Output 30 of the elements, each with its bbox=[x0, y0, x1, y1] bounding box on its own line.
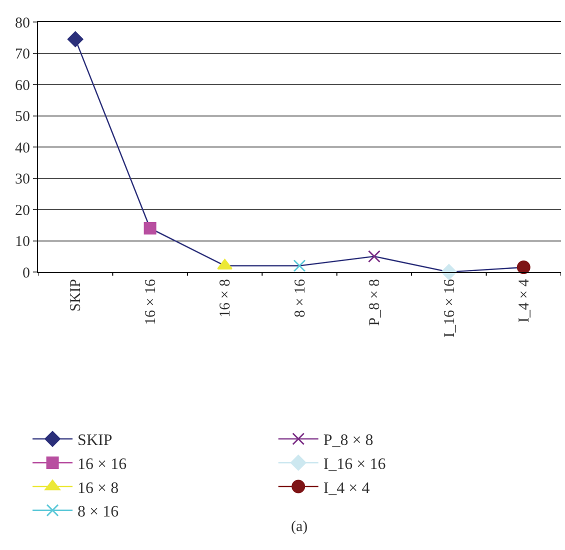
legend-label: 16 × 8 bbox=[78, 480, 119, 497]
legend-label: I_4 × 4 bbox=[323, 480, 370, 497]
legend-label: I_16 × 16 bbox=[323, 456, 386, 473]
y-tick-label: 50 bbox=[15, 109, 30, 125]
x-tick-label: I_16 × 16 bbox=[442, 278, 458, 338]
x-tick-label: SKIP bbox=[68, 279, 84, 312]
y-tick-label: 20 bbox=[15, 202, 30, 219]
y-tick-label: 60 bbox=[15, 78, 30, 94]
y-tick-label: 70 bbox=[15, 46, 30, 62]
y-tick-label: 30 bbox=[15, 172, 30, 188]
legend-label: 16 × 16 bbox=[78, 456, 127, 473]
point bbox=[67, 31, 84, 48]
point bbox=[144, 222, 156, 234]
x-tick-label: 16 × 16 bbox=[142, 278, 159, 325]
text: (a) bbox=[291, 519, 308, 535]
legend-label: 8 × 16 bbox=[78, 504, 119, 521]
legend-label: SKIP bbox=[78, 432, 112, 450]
y-tick-label: 80 bbox=[15, 15, 30, 32]
y-tick-label: 10 bbox=[15, 234, 30, 250]
legend-label: P_8 × 8 bbox=[323, 432, 374, 450]
x-tick-label: P_8 × 8 bbox=[367, 279, 384, 326]
x-tick-label: I_4 × 4 bbox=[516, 278, 533, 322]
y-tick-label: 0 bbox=[22, 265, 30, 282]
y-tick-label: 40 bbox=[15, 140, 30, 156]
x-tick-label: 8 × 16 bbox=[292, 278, 308, 318]
x-tick-label: 16 × 8 bbox=[218, 279, 234, 318]
point bbox=[293, 260, 306, 272]
point bbox=[516, 260, 530, 274]
point bbox=[441, 264, 457, 280]
point bbox=[368, 250, 380, 263]
